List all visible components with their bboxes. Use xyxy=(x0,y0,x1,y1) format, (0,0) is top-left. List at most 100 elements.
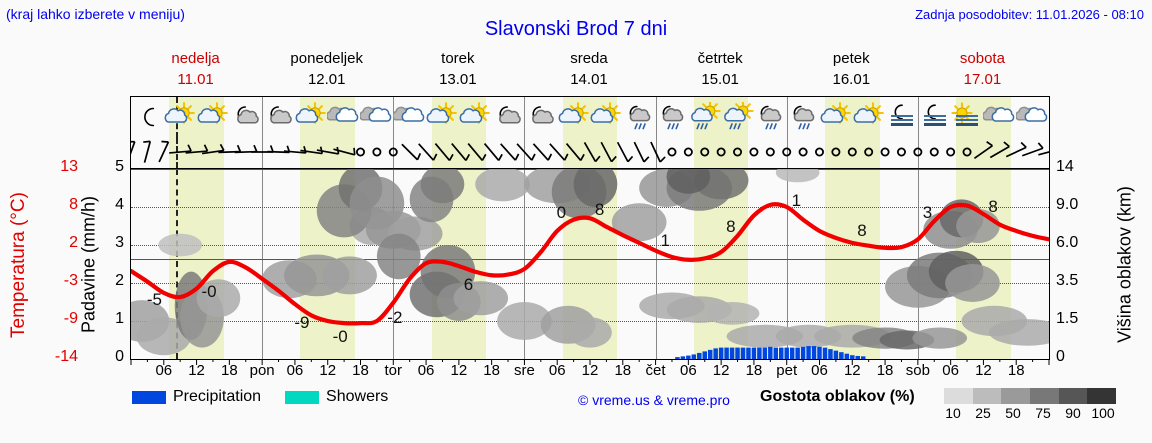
wind-barb-row xyxy=(130,138,1050,168)
page-title: Slavonski Brod 7 dni xyxy=(484,18,668,40)
day-separator xyxy=(786,138,788,168)
temperature-value-label: 1 xyxy=(791,191,802,211)
x-axis-tick-label: 18 xyxy=(1007,362,1025,379)
day-date: 12.01 xyxy=(307,71,346,88)
temperature-tick: -3 xyxy=(63,272,78,289)
weather-icon-sun-cloud xyxy=(458,102,492,132)
weather-icon-moon-cloud xyxy=(524,102,558,132)
x-axis-tick-label: tor xyxy=(384,362,403,379)
temperature-value-label: 6 xyxy=(463,274,474,294)
x-axis-tick-label: 12 xyxy=(581,362,599,379)
precipitation-tick: 4 xyxy=(115,196,124,213)
meteogram-plot: -5 -0 -9 -0 -2 6 0 8 1 8 1 8 3 8 xyxy=(130,168,1050,360)
weather-icon-moon-cloud-rain xyxy=(622,102,656,132)
daylight-band xyxy=(824,138,880,168)
cloudheight-tick: 3.5 xyxy=(1056,272,1079,289)
cloudheight-tick: 0 xyxy=(1056,348,1065,365)
x-axis-tick-label: 18 xyxy=(483,362,500,379)
weather-icon-sun-fog xyxy=(950,102,984,132)
weather-icon-sun-cloud xyxy=(852,102,886,132)
precipitation-legend-label: Precipitation xyxy=(173,388,262,405)
day-date: 13.01 xyxy=(439,71,477,88)
precipitation-axis-title: Padavine (mm/h) xyxy=(78,195,99,334)
cloud-density-tick: 50 xyxy=(1005,405,1021,421)
weather-icon-sun-cloud-rain xyxy=(721,102,755,132)
day-name: sobota xyxy=(959,50,1005,67)
credit-link[interactable]: © vreme.us & vreme.pro xyxy=(578,392,730,408)
weather-icon-moon xyxy=(130,102,164,132)
weather-icon-moon-cloud-rain xyxy=(753,102,787,132)
temperature-curve xyxy=(131,202,1049,326)
temperature-tick: 8 xyxy=(69,196,78,213)
x-axis-tick-label: 06 xyxy=(155,362,173,379)
x-axis-tick-label: 12 xyxy=(975,362,992,379)
day-name: četrtek xyxy=(697,50,743,67)
day-header-band: nedelja 11.01 ponedeljek 12.01 torek 13.01 sre… xyxy=(130,48,1050,96)
weather-icon-sun-cloud-rain xyxy=(688,102,722,132)
cloudheight-tick: 1.5 xyxy=(1056,310,1079,327)
day-header-2: torek 13.01 xyxy=(392,48,523,90)
weather-icon-moon-fog xyxy=(917,102,951,132)
day-separator xyxy=(917,97,919,138)
day-date: 11.01 xyxy=(177,71,214,88)
day-name: sreda xyxy=(570,50,608,67)
zero-degree-line xyxy=(131,259,1049,261)
temperature-value-label: 8 xyxy=(726,217,736,237)
day-separator xyxy=(524,169,526,359)
x-axis-tick-label: 18 xyxy=(614,362,632,379)
cloud-density-tick: 75 xyxy=(1035,405,1051,421)
x-axis-tick-label: 06 xyxy=(680,362,697,379)
x-axis-tick-label: 12 xyxy=(843,362,861,379)
weather-icon-moon-cloud xyxy=(262,102,296,132)
x-axis-tick-label: 12 xyxy=(712,362,730,379)
x-axis-tick-label: 12 xyxy=(319,362,337,379)
x-axis-tick-label: 06 xyxy=(548,362,566,379)
x-axis-tick-label: 18 xyxy=(745,362,763,379)
cloud-density-ticks: 10 25 50 75 90 100 xyxy=(938,405,1128,423)
day-name: ponedeljek xyxy=(290,50,363,67)
precipitation-tick: 2 xyxy=(115,272,124,289)
weather-icon-moon-cloud xyxy=(491,102,525,132)
weather-icon-moon-cloud-rain xyxy=(655,102,689,132)
weather-icon-cloud xyxy=(359,102,394,132)
last-updated: Zadnja posodobitev: 11.01.2026 - 08:10 xyxy=(915,7,1144,22)
temperature-value-label: 8 xyxy=(857,220,867,240)
temperature-value-label: 8 xyxy=(988,197,998,217)
cloud-density-colorbar xyxy=(944,388,1117,404)
x-axis-tick-label: 18 xyxy=(221,362,238,379)
precipitation-tick: 1 xyxy=(115,310,124,327)
cloud-density-tick: 25 xyxy=(975,405,991,421)
day-date: 16.01 xyxy=(832,71,871,88)
day-date: 17.01 xyxy=(963,71,1002,88)
day-separator xyxy=(524,97,526,138)
day-header-3: sreda 14.01 xyxy=(523,48,654,90)
location-hint: (kraj lahko izberete v meniju) xyxy=(6,6,185,22)
weather-icon-cloud xyxy=(327,102,361,132)
day-name: petek xyxy=(832,50,870,67)
x-axis-tick-label: 18 xyxy=(352,362,369,379)
day-separator xyxy=(655,169,657,359)
temperature-tick: 2 xyxy=(69,234,78,251)
x-axis-tick-label: 06 xyxy=(417,362,435,379)
day-date: 14.01 xyxy=(570,71,608,88)
day-separator xyxy=(262,169,264,359)
day-separator xyxy=(393,138,395,168)
x-axis-tick-label: 06 xyxy=(286,362,304,379)
precipitation-tick: 5 xyxy=(115,158,124,175)
x-axis-tick-label: pon xyxy=(249,362,275,379)
cloudheight-tick: 6.0 xyxy=(1056,234,1079,251)
day-name: torek xyxy=(441,50,475,67)
cloud-density-tick: 10 xyxy=(945,405,961,421)
weather-icon-sun-cloud xyxy=(294,102,328,132)
x-axis-tick-label: 06 xyxy=(811,362,828,379)
weather-icon-sun-cloud xyxy=(589,102,623,132)
showers-legend-label: Showers xyxy=(326,388,389,405)
h-gridline xyxy=(131,283,1049,284)
day-header-1: ponedeljek 12.01 xyxy=(261,48,392,90)
legend: Precipitation Showers xyxy=(132,388,412,410)
temperature-axis-label: Temperatura (°C) xyxy=(2,168,36,360)
cloud-density-title: Gostota oblakov (%) xyxy=(760,388,915,405)
cloud-density-swatch-1 xyxy=(972,388,1002,404)
temperature-tick: -14 xyxy=(54,348,78,365)
cloudheight-tick: 9.0 xyxy=(1056,196,1079,213)
